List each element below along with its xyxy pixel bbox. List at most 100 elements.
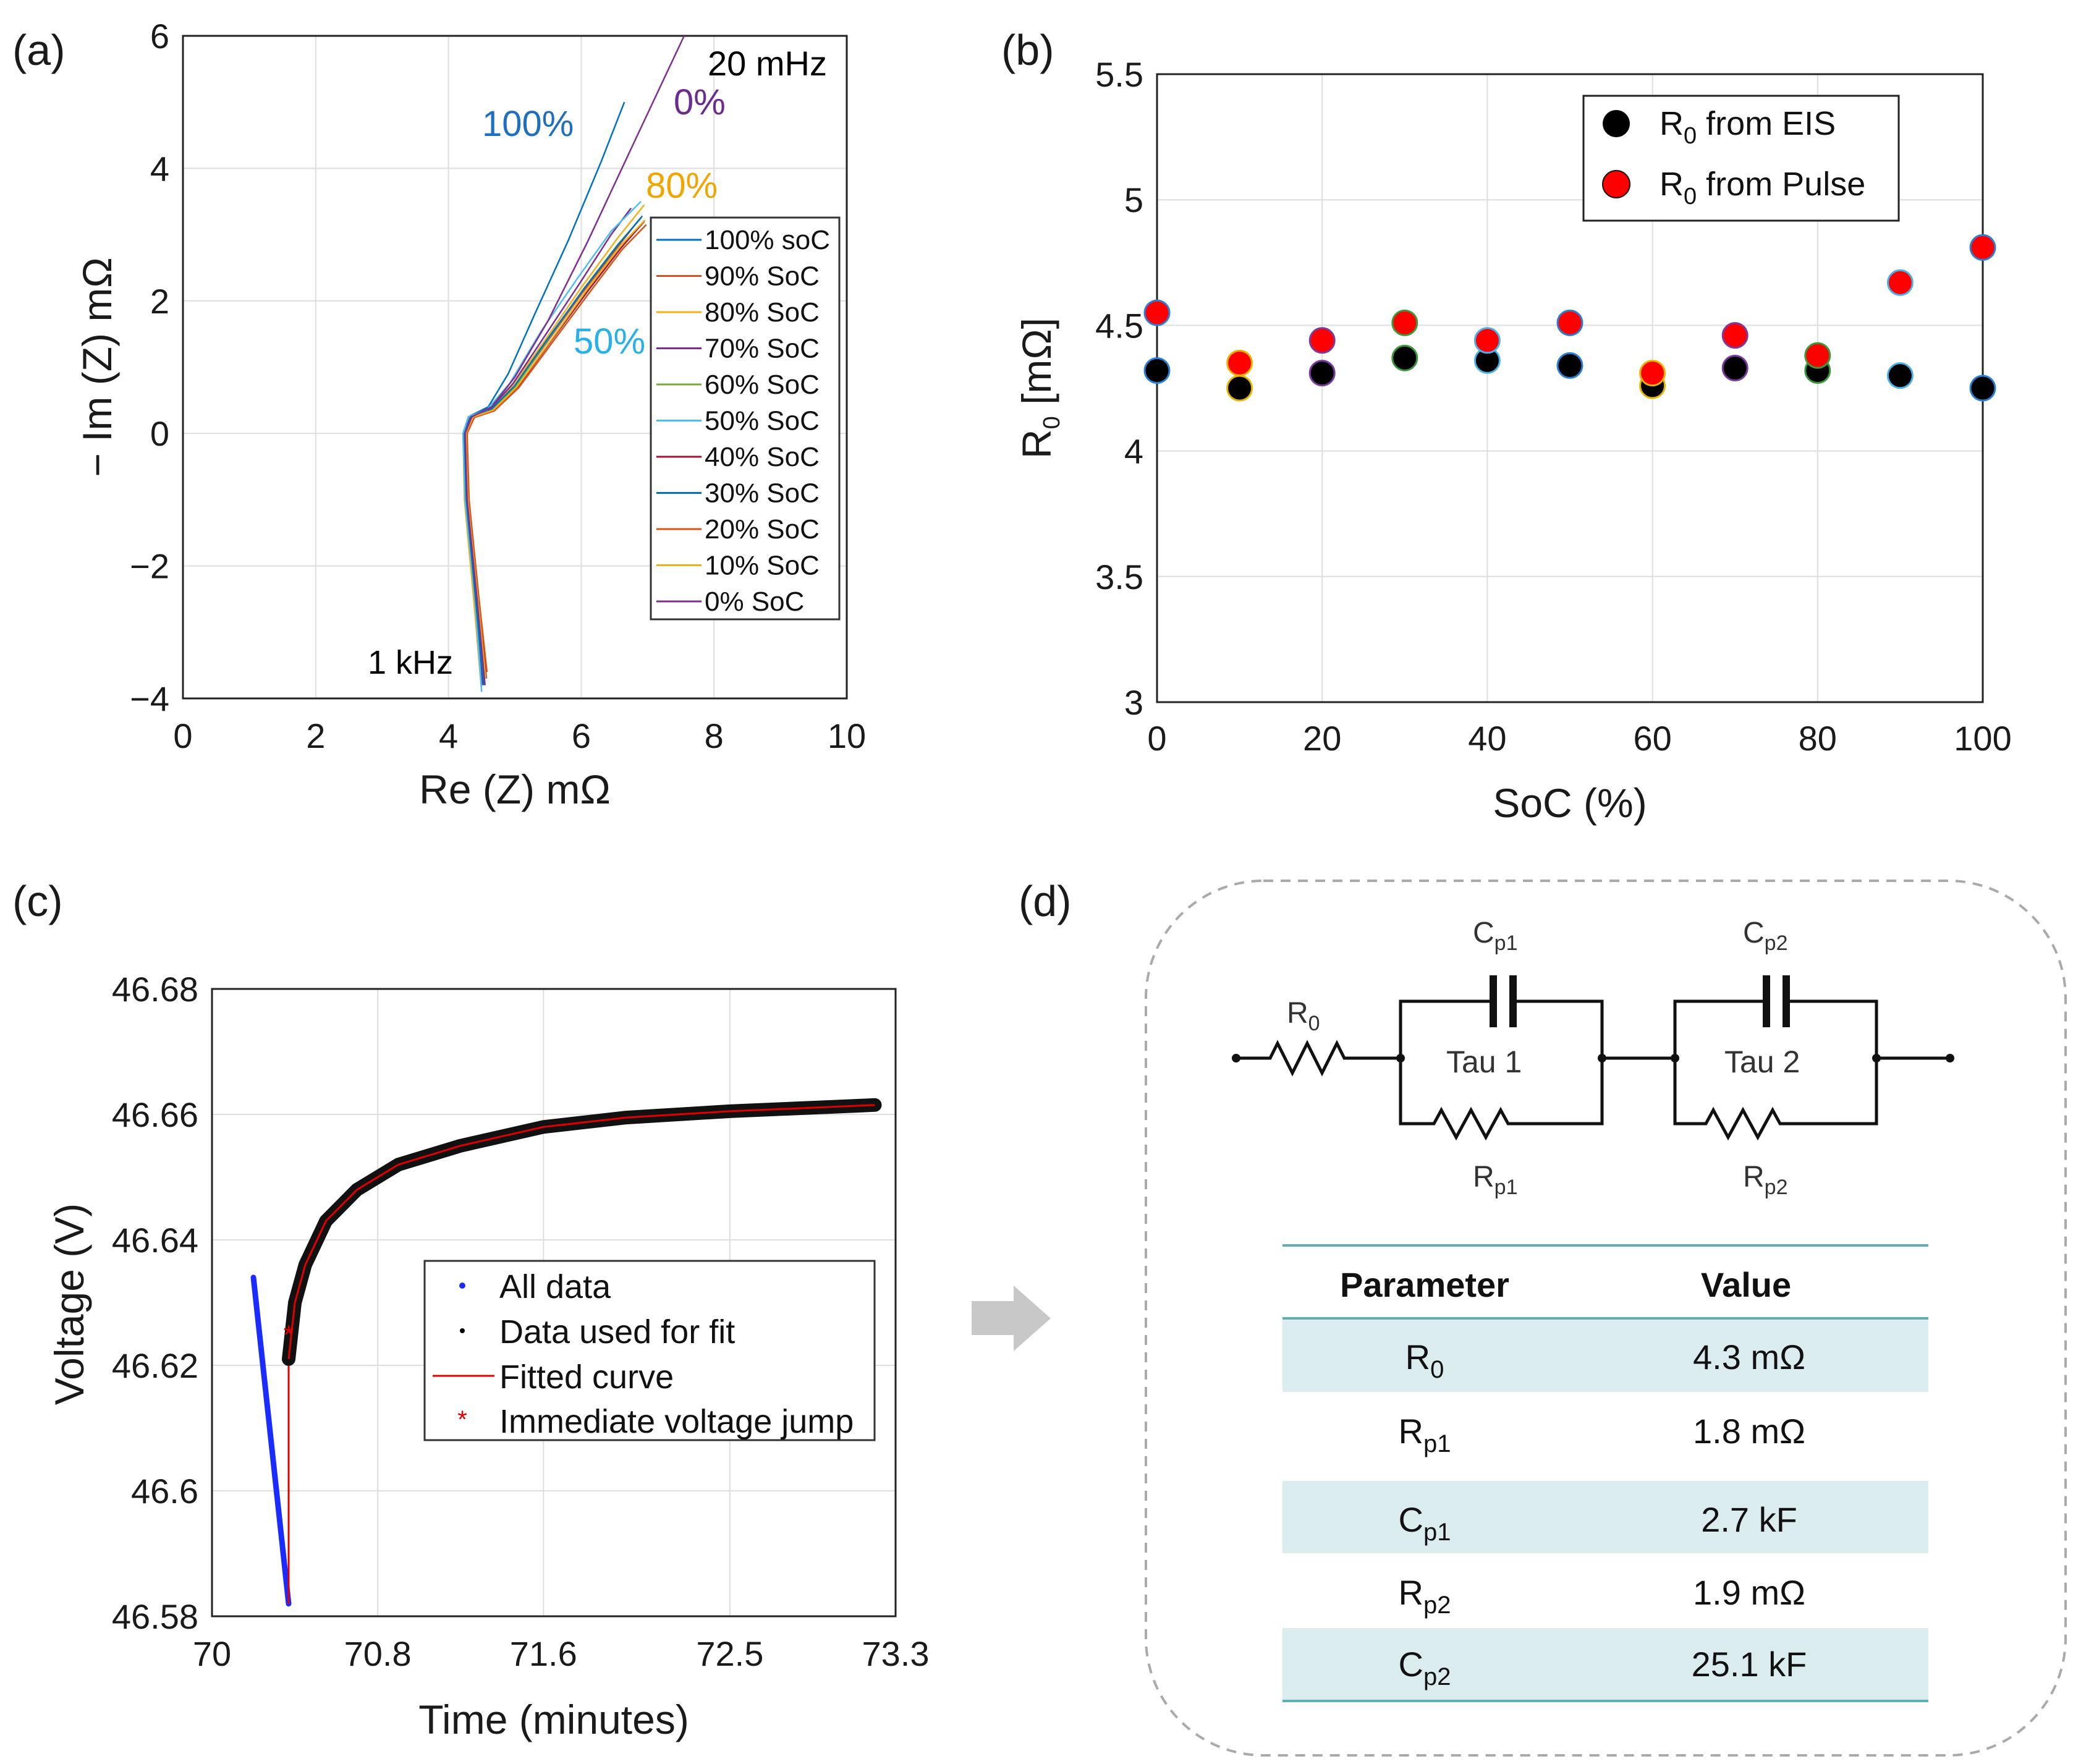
legend-marker-eis <box>1603 110 1630 137</box>
table-row: R0 4.3 mΩ <box>1405 1338 1805 1383</box>
pulse-point <box>1886 269 1914 296</box>
annotation-50pct: 50% <box>574 321 645 362</box>
panel-c-ylabel: Voltage (V) <box>46 1203 92 1406</box>
panel-b-xlabel: SoC (%) <box>1493 780 1647 826</box>
table-cell-value: 25.1 kF <box>1692 1645 1807 1684</box>
series-line <box>462 101 625 685</box>
panel-b-ytick-label: 3 <box>1124 683 1143 722</box>
label-cp2: Cp2 <box>1743 917 1788 955</box>
series-line <box>464 215 643 685</box>
eis-point <box>1556 352 1583 379</box>
panel-c-xlabel: Time (minutes) <box>418 1697 689 1742</box>
equivalent-circuit: R0 Cp1 Rp1 Cp2 Rp2 Tau 1 Tau 2 <box>1232 917 1954 1199</box>
panel-c-xtick-label: 73.3 <box>862 1634 930 1673</box>
legend-entry-label: 40% SoC <box>705 442 820 472</box>
panel-a-series <box>462 35 685 692</box>
table-cell-param: Cp2 <box>1399 1645 1451 1690</box>
panel-b-label: (b) <box>1001 26 1054 74</box>
legend-label-fit-data: Data used for fit <box>499 1313 735 1351</box>
panel-b-ticks: 0 20 40 60 80 100 3 3.5 4 4.5 5 5.5 <box>1095 55 2012 758</box>
panel-b-ytick-label: 5 <box>1124 180 1143 219</box>
pulse-point <box>1639 360 1666 387</box>
panel-c-ytick-label: 46.58 <box>112 1597 198 1636</box>
all-data-trace <box>250 1274 292 1607</box>
panel-b-xtick-label: 20 <box>1303 719 1341 758</box>
panel-c-legend: All data Data used for fit Fitted curve … <box>423 1260 876 1441</box>
wire-block2-top-left <box>1673 999 1763 1058</box>
panel-a-ytick-label: 0 <box>150 414 169 453</box>
panel-a-ylabel: − Im (Z) mΩ <box>74 257 120 477</box>
wire-block1-top-left <box>1399 999 1490 1058</box>
legend-label-pulse: R0 from Pulse <box>1660 166 1865 210</box>
terminal-right <box>1946 1054 1954 1062</box>
panel-b-xtick-label: 40 <box>1468 719 1506 758</box>
panel-b-ylabel: R0 [mΩ] <box>1014 318 1065 459</box>
pulse-point <box>1391 309 1418 336</box>
legend-marker-pulse <box>1602 170 1630 198</box>
parameter-table: Parameter Value R0 4.3 mΩ Rp1 1.8 mΩ Cp1… <box>1282 1244 1928 1702</box>
annotation-100pct: 100% <box>482 104 574 144</box>
arrow-right-icon <box>972 1286 1051 1351</box>
legend-entry-label: 0% SoC <box>705 587 804 617</box>
table-cell-param: Rp2 <box>1399 1573 1451 1619</box>
label-rp1: Rp1 <box>1473 1161 1518 1199</box>
panel-a-ytick-label: −4 <box>130 679 169 718</box>
table-row: Cp1 2.7 kF <box>1399 1500 1797 1546</box>
eis-point <box>1886 362 1914 389</box>
panel-c: (c) 70 70.8 71.6 72.5 73.3 46.58 46.6 46.62 46.6… <box>12 877 930 1742</box>
pulse-point <box>1556 309 1583 336</box>
table-header-value: Value <box>1701 1265 1791 1304</box>
pulse-point <box>1143 299 1171 326</box>
series-line <box>464 35 685 685</box>
panel-c-label: (c) <box>12 877 63 925</box>
table-row-band <box>1282 1481 1928 1553</box>
panel-b: (b) 0 20 40 60 80 100 3 3.5 4 4.5 5 5.5 SoC (%) R0 … <box>1001 26 2012 826</box>
panel-a-ytick-label: 4 <box>150 149 169 188</box>
series-line <box>465 219 646 679</box>
pulse-point <box>1969 234 1996 261</box>
annotation-0pct: 0% <box>674 82 726 122</box>
panel-b-ytick-label: 5.5 <box>1095 55 1143 94</box>
panel-a-xtick-label: 2 <box>306 716 325 755</box>
voltage-jump-marker: * <box>283 1320 294 1350</box>
panel-c-xtick-label: 70.8 <box>344 1634 412 1673</box>
wire-block2-top-right <box>1790 999 1878 1058</box>
panel-a-ytick-label: 6 <box>150 17 169 56</box>
table-header-parameter: Parameter <box>1340 1265 1509 1304</box>
pulse-point <box>1308 327 1336 354</box>
table-row-band <box>1282 1320 1928 1392</box>
annotation-1khz: 1 kHz <box>368 644 453 681</box>
series-line <box>465 221 645 679</box>
series-line <box>466 224 647 672</box>
table-cell-param: R0 <box>1405 1338 1444 1383</box>
panel-a-xtick-label: 4 <box>439 716 458 755</box>
panel-b-xtick-label: 80 <box>1799 719 1837 758</box>
series-line <box>464 221 638 679</box>
eis-point <box>1143 357 1171 384</box>
series-line <box>464 217 642 679</box>
table-cell-value: 2.7 kF <box>1701 1500 1797 1539</box>
table-cell-value: 1.9 mΩ <box>1693 1573 1805 1612</box>
legend-entry-label: 10% SoC <box>705 551 820 581</box>
table-cell-param: Cp1 <box>1399 1500 1451 1546</box>
panel-a-xtick-label: 10 <box>828 716 866 755</box>
table-row: Cp2 25.1 kF <box>1399 1645 1807 1690</box>
eis-point <box>1391 344 1418 371</box>
panel-c-data: * <box>250 1098 882 1607</box>
panel-b-legend-box <box>1582 95 1900 222</box>
table-cell-param: Rp1 <box>1399 1412 1451 1457</box>
series-line <box>463 207 632 685</box>
table-cell-value: 4.3 mΩ <box>1693 1338 1805 1376</box>
panel-c-axes <box>211 988 897 1618</box>
series-line <box>462 204 645 692</box>
pulse-point <box>1473 327 1501 354</box>
panel-c-ytick-label: 46.62 <box>112 1346 198 1385</box>
panel-a-label: (a) <box>12 26 66 74</box>
label-r0: R0 <box>1287 997 1320 1035</box>
legend-marker-fit-data <box>460 1328 465 1333</box>
label-cp1: Cp1 <box>1473 917 1518 955</box>
panel-a-ytick-label: −2 <box>130 547 169 586</box>
panel-a-axes <box>182 35 848 700</box>
legend-label-eis: R0 from EIS <box>1660 105 1836 149</box>
legend-entry-label: 80% SoC <box>705 297 820 328</box>
